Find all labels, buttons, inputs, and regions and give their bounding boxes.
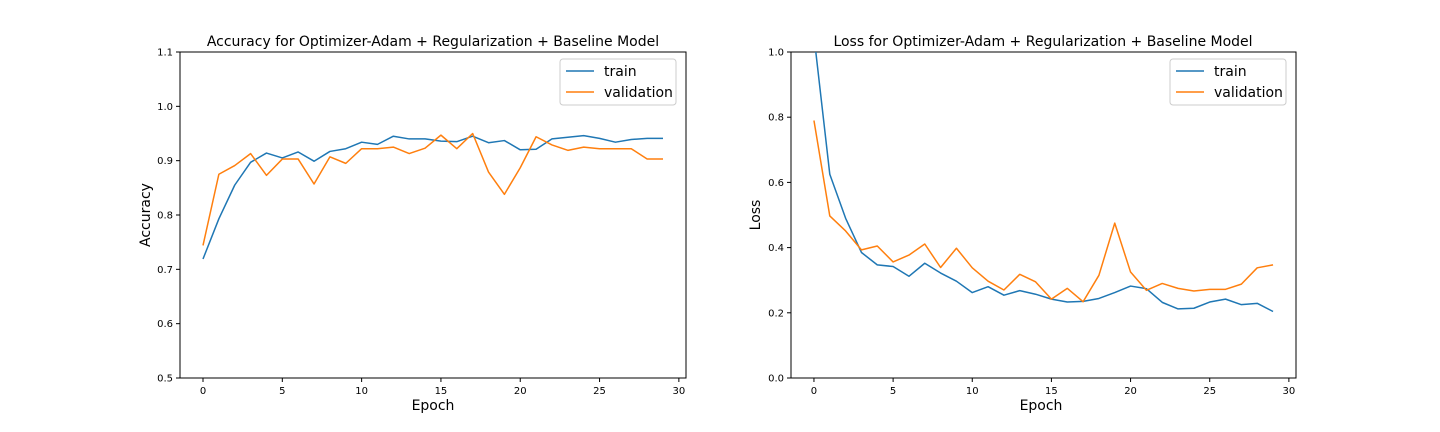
accuracy-x-tick-label: 30 [672,386,685,397]
accuracy-y-tick-label: 1.1 [157,48,173,59]
accuracy-plot-frame [179,51,687,379]
accuracy-validation-line [202,132,663,246]
loss-axis-ticks: 0 5 10 15 20 25 30 0.0 0.2 0.4 0.6 0.8 1.0 [768,48,1295,398]
loss-x-tick-label: 5 [890,386,896,397]
loss-y-tick-label: 0.0 [768,374,784,385]
accuracy-legend-label-train: train [604,64,637,80]
loss-legend-label-train: train [1214,64,1247,80]
loss-y-tick-label: 0.2 [768,308,784,319]
loss-validation-line [813,120,1274,303]
loss-x-axis-label: Epoch [1020,398,1063,414]
loss-y-tick-label: 1.0 [768,48,784,59]
loss-x-tick-label: 15 [1045,386,1058,397]
loss-x-tick-label: 25 [1203,386,1216,397]
accuracy-y-tick-label: 0.8 [157,211,173,222]
loss-y-tick-label: 0.4 [768,243,784,254]
accuracy-x-tick-label: 10 [355,386,368,397]
loss-x-tick-label: 30 [1283,386,1296,397]
accuracy-x-tick-label: 0 [200,386,206,397]
accuracy-y-tick-label: 0.5 [157,374,173,385]
accuracy-y-axis-label: Accuracy [138,183,154,247]
accuracy-y-tick-label: 0.7 [157,265,173,276]
loss-y-axis-label: Loss [748,200,764,231]
loss-series-lines [813,52,1274,313]
loss-legend: train validation [1169,58,1287,106]
accuracy-legend: train validation [559,58,677,106]
accuracy-y-tick-label: 1.0 [157,102,173,113]
accuracy-x-tick-label: 20 [514,386,527,397]
accuracy-series-lines [202,132,663,260]
accuracy-x-tick-label: 5 [279,386,285,397]
loss-plot-frame [790,51,1297,379]
accuracy-x-axis-label: Epoch [412,398,455,414]
loss-chart-title: Loss for Optimizer-Adam + Regularization… [833,34,1252,50]
accuracy-axis-ticks: 0 5 10 15 20 25 30 0.5 0.6 0.7 0.8 0.9 1.0 1.1 [157,48,685,398]
accuracy-chart: Accuracy for Optimizer-Adam + Regulariza… [138,34,687,414]
accuracy-y-tick-label: 0.6 [157,319,173,330]
loss-chart: Loss for Optimizer-Adam + Regularization… [748,34,1297,414]
accuracy-chart-title: Accuracy for Optimizer-Adam + Regulariza… [207,34,659,50]
loss-x-tick-label: 10 [966,386,979,397]
accuracy-x-tick-label: 15 [435,386,448,397]
loss-y-tick-label: 0.8 [768,113,784,124]
loss-y-tick-label: 0.6 [768,178,784,189]
loss-train-line [815,52,1274,313]
accuracy-y-tick-label: 0.9 [157,156,173,167]
accuracy-legend-label-validation: validation [604,85,673,101]
loss-x-tick-label: 0 [811,386,817,397]
accuracy-x-tick-label: 25 [593,386,606,397]
accuracy-train-line [202,134,663,260]
loss-legend-label-validation: validation [1214,85,1283,101]
loss-x-tick-label: 20 [1124,386,1137,397]
